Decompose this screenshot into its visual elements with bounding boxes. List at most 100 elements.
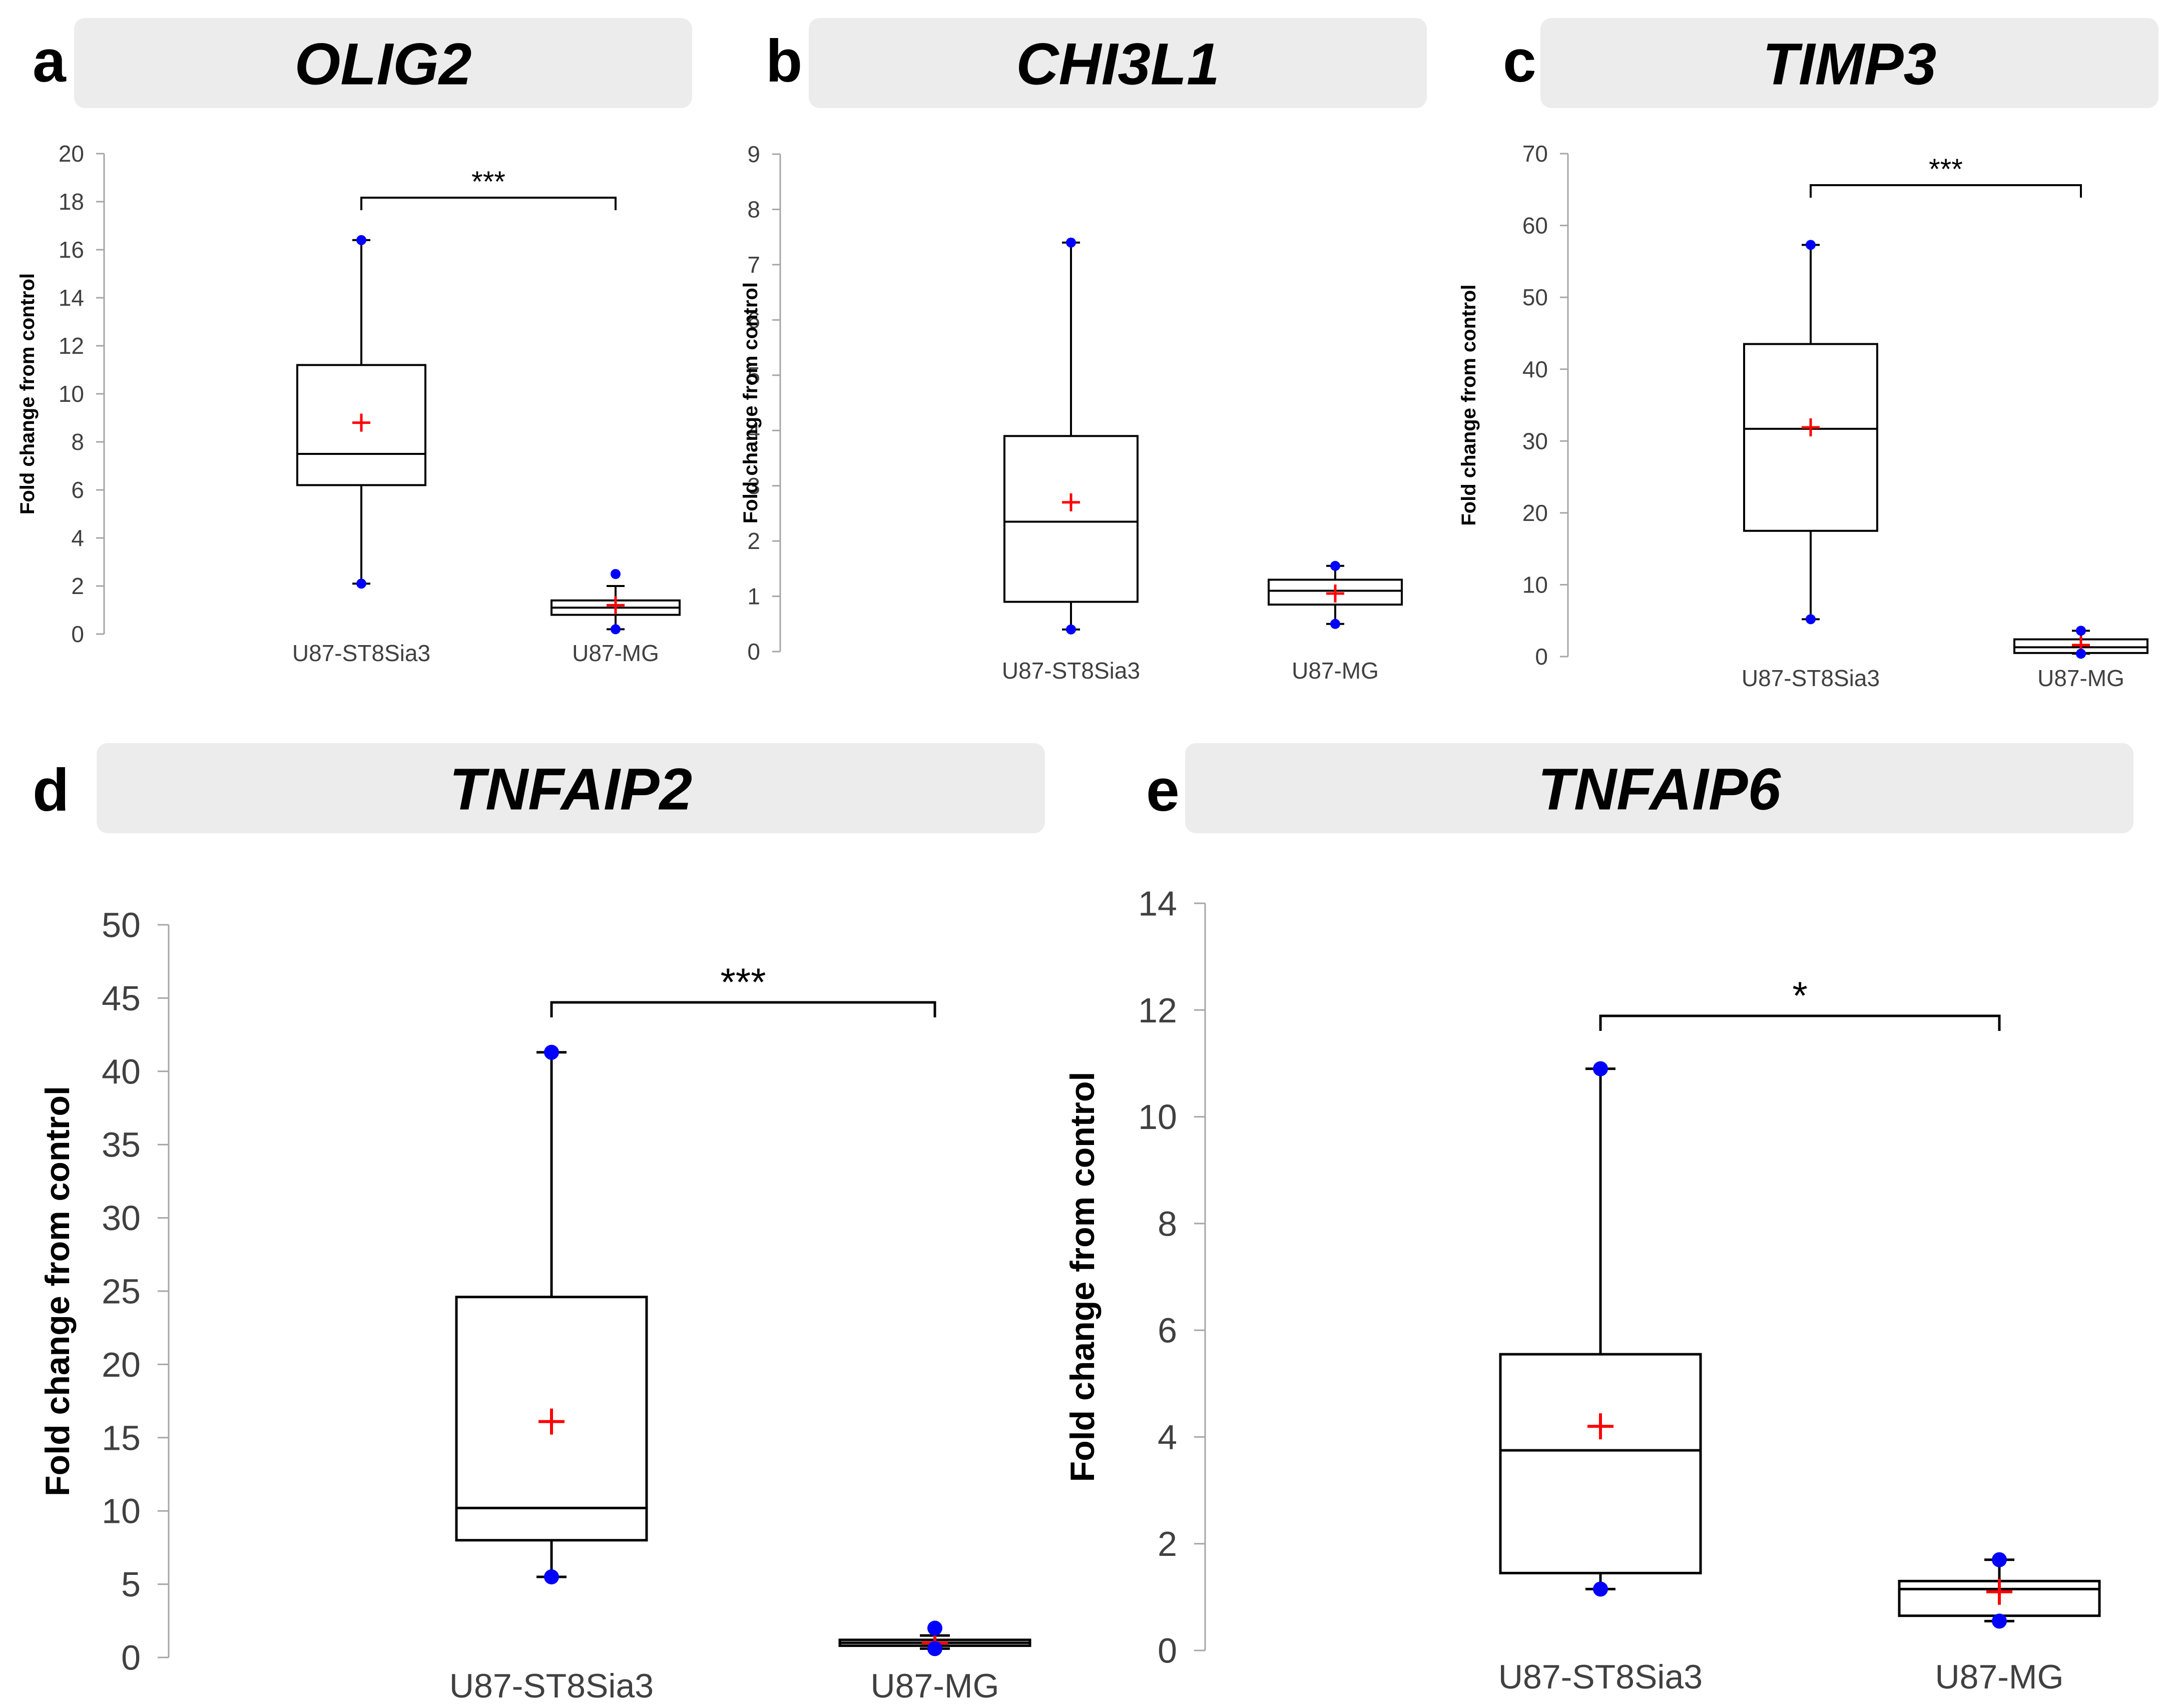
y-tick-label: 12 [59,333,84,359]
extreme-point [1330,560,1340,571]
extreme-point [1992,1613,2007,1629]
y-tick-label: 14 [59,285,84,311]
y-tick-label: 6 [747,307,760,333]
y-tick-label: 0 [747,639,760,665]
y-tick-label: 6 [71,477,84,503]
panel-title: CHI3L1 [1016,31,1220,97]
category-label: U87-ST8Sia3 [1002,658,1140,684]
y-axis-label: Fold change from control [740,282,762,523]
y-tick-label: 70 [1522,141,1548,167]
y-tick-label: 4 [747,417,760,443]
box-group-st8sia3: U87-ST8Sia3 [292,235,430,666]
box-group-mg: U87-MG [838,1620,1031,1705]
category-label: U87-ST8Sia3 [1742,665,1880,691]
y-tick-label: 40 [102,1052,141,1091]
y-tick-label: 4 [71,525,84,551]
extreme-point [1066,624,1076,635]
y-tick-label: 20 [59,141,84,167]
panel-title: OLIG2 [294,31,471,97]
significance-label: *** [1929,153,1963,186]
y-tick-label: 8 [71,429,84,455]
y-tick-label: 35 [102,1125,141,1165]
extreme-point [544,1569,559,1584]
panel-e: TNFAIP6 e 0 2 4 6 8 10 12 14 Fold change from cont… [1063,743,2133,1696]
extreme-point [1992,1552,2007,1567]
category-label: U87-ST8Sia3 [292,640,430,666]
y-tick-label: 8 [747,197,760,223]
box-group-st8sia3: U87-ST8Sia3 [1742,240,1880,691]
panel-letter: e [1146,757,1180,824]
y-tick-label: 10 [59,381,84,407]
significance-label: * [1792,973,1807,1017]
extreme-point [1593,1061,1608,1076]
extreme-point [1806,240,1816,250]
extreme-point [356,579,366,589]
extreme-point [544,1044,559,1060]
extreme-point [1330,619,1340,629]
y-tick-label: 20 [1522,500,1548,526]
panel-header-banner [74,18,692,108]
significance-bracket [1810,184,2082,198]
y-axis-label: Fold change from control [1458,284,1480,525]
panel-letter: b [766,28,802,95]
extreme-point [2076,626,2086,636]
y-tick-label: 40 [1522,356,1548,382]
box-group-mg: U87-MG [551,569,681,666]
box-group-mg: U87-MG [1898,1552,2101,1696]
panel-header-banner [809,18,1427,108]
y-tick-label: 2 [1158,1524,1177,1563]
y-tick-label: 5 [121,1565,141,1604]
box-group-st8sia3: U87-ST8Sia3 [1002,237,1140,684]
y-tick-label: 20 [102,1345,141,1384]
significance-bracket [1599,1014,2001,1031]
category-label: U87-MG [1292,658,1379,684]
significance-bracket [360,197,617,210]
y-axis-label: Fold change from control [1063,1072,1102,1482]
y-tick-label: 10 [1138,1097,1177,1136]
y-tick-label: 2 [71,573,84,599]
y-tick-label: 12 [1138,991,1177,1030]
y-axis-label: Fold change from control [39,1086,77,1496]
category-label: U87-MG [2037,665,2124,691]
category-label: U87-ST8Sia3 [449,1667,654,1705]
y-tick-label: 0 [1158,1631,1177,1670]
category-label: U87-MG [871,1667,999,1705]
panel-title: TNFAIP6 [1538,756,1782,822]
category-label: U87-MG [572,640,659,666]
y-tick-label: 8 [1158,1204,1177,1243]
extreme-point [611,569,621,579]
panel-c: TIMP3 c 0 10 20 30 40 50 60 70 Fold change from co… [1458,18,2158,691]
panel-header-banner [1540,18,2158,108]
significance-label: *** [720,960,766,1004]
y-tick-label: 4 [1158,1418,1177,1457]
panel-letter: d [33,757,69,824]
box-group-mg: U87-MG [1268,560,1403,684]
y-tick-label: 0 [1535,644,1548,670]
category-label: U87-ST8Sia3 [1498,1658,1703,1696]
panel-a: OLIG2 a 0 2 4 6 8 10 12 14 16 18 20 Fold change from … [17,18,692,666]
extreme-point [927,1620,942,1636]
box-group-st8sia3: U87-ST8Sia3 [449,1044,654,1705]
y-tick-label: 0 [71,621,84,647]
extreme-point [611,624,621,635]
y-tick-label: 3 [747,473,760,499]
box-iqr [1743,343,1878,532]
panel-d: TNFAIP2 d 0 5 10 15 20 25 30 35 40 45 50 Fold change … [33,743,1045,1705]
panel-header-banner [1185,743,2133,833]
y-tick-label: 18 [59,189,84,215]
extreme-point [2076,649,2086,659]
extreme-point [1066,237,1076,248]
extreme-point [1806,614,1816,625]
y-axis-label: Fold change from control [17,273,39,514]
y-tick-label: 7 [747,252,760,278]
extreme-point [1593,1581,1608,1597]
significance-label: *** [471,166,505,198]
box-iqr [1499,1353,1702,1574]
y-tick-label: 9 [747,141,760,167]
panel-b: CHI3L1 b 0 1 2 3 4 5 6 7 8 9 Fold change from contro… [740,18,1427,684]
y-tick-label: 6 [1158,1311,1177,1350]
panel-title: TNFAIP2 [449,756,692,822]
y-tick-label: 60 [1522,213,1548,239]
panel-header-banner [97,743,1045,833]
y-tick-label: 10 [1522,572,1548,598]
